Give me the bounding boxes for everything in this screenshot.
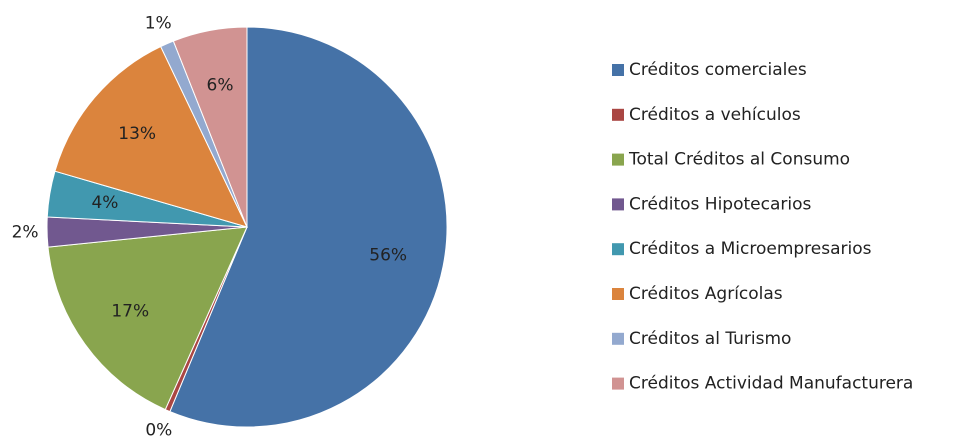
legend-label: Créditos al Turismo <box>629 329 791 349</box>
data-label: 13% <box>118 124 156 144</box>
legend-swatch <box>612 332 624 345</box>
legend-swatch <box>612 198 624 211</box>
legend-swatch <box>612 288 624 300</box>
data-label: 2% <box>12 223 39 243</box>
legend-label: Créditos Actividad Manufacturera <box>629 374 913 394</box>
pie-slice <box>172 26 248 228</box>
data-label: 17% <box>111 301 149 321</box>
legend-label: Créditos a Microempresarios <box>629 239 872 259</box>
legend-swatch <box>612 64 624 76</box>
data-label: 56% <box>369 245 407 265</box>
data-label: 6% <box>207 76 234 96</box>
data-label: 0% <box>145 421 172 441</box>
legend-label: Créditos comerciales <box>629 60 807 80</box>
legend-swatch <box>612 377 624 390</box>
legend-label: Créditos a vehículos <box>629 105 801 125</box>
data-label: 4% <box>91 193 118 213</box>
legend-swatch <box>612 243 624 256</box>
legend-swatch <box>612 108 624 121</box>
pie-slice <box>54 45 248 228</box>
pie-slice <box>47 226 248 411</box>
legend-label: Total Créditos al Consumo <box>628 150 850 170</box>
pie-slice <box>169 26 448 428</box>
legend-label: Créditos Agrícolas <box>629 284 783 304</box>
legend-swatch <box>612 153 624 166</box>
data-label: 1% <box>145 14 172 34</box>
legend-label: Créditos Hipotecarios <box>629 194 811 214</box>
